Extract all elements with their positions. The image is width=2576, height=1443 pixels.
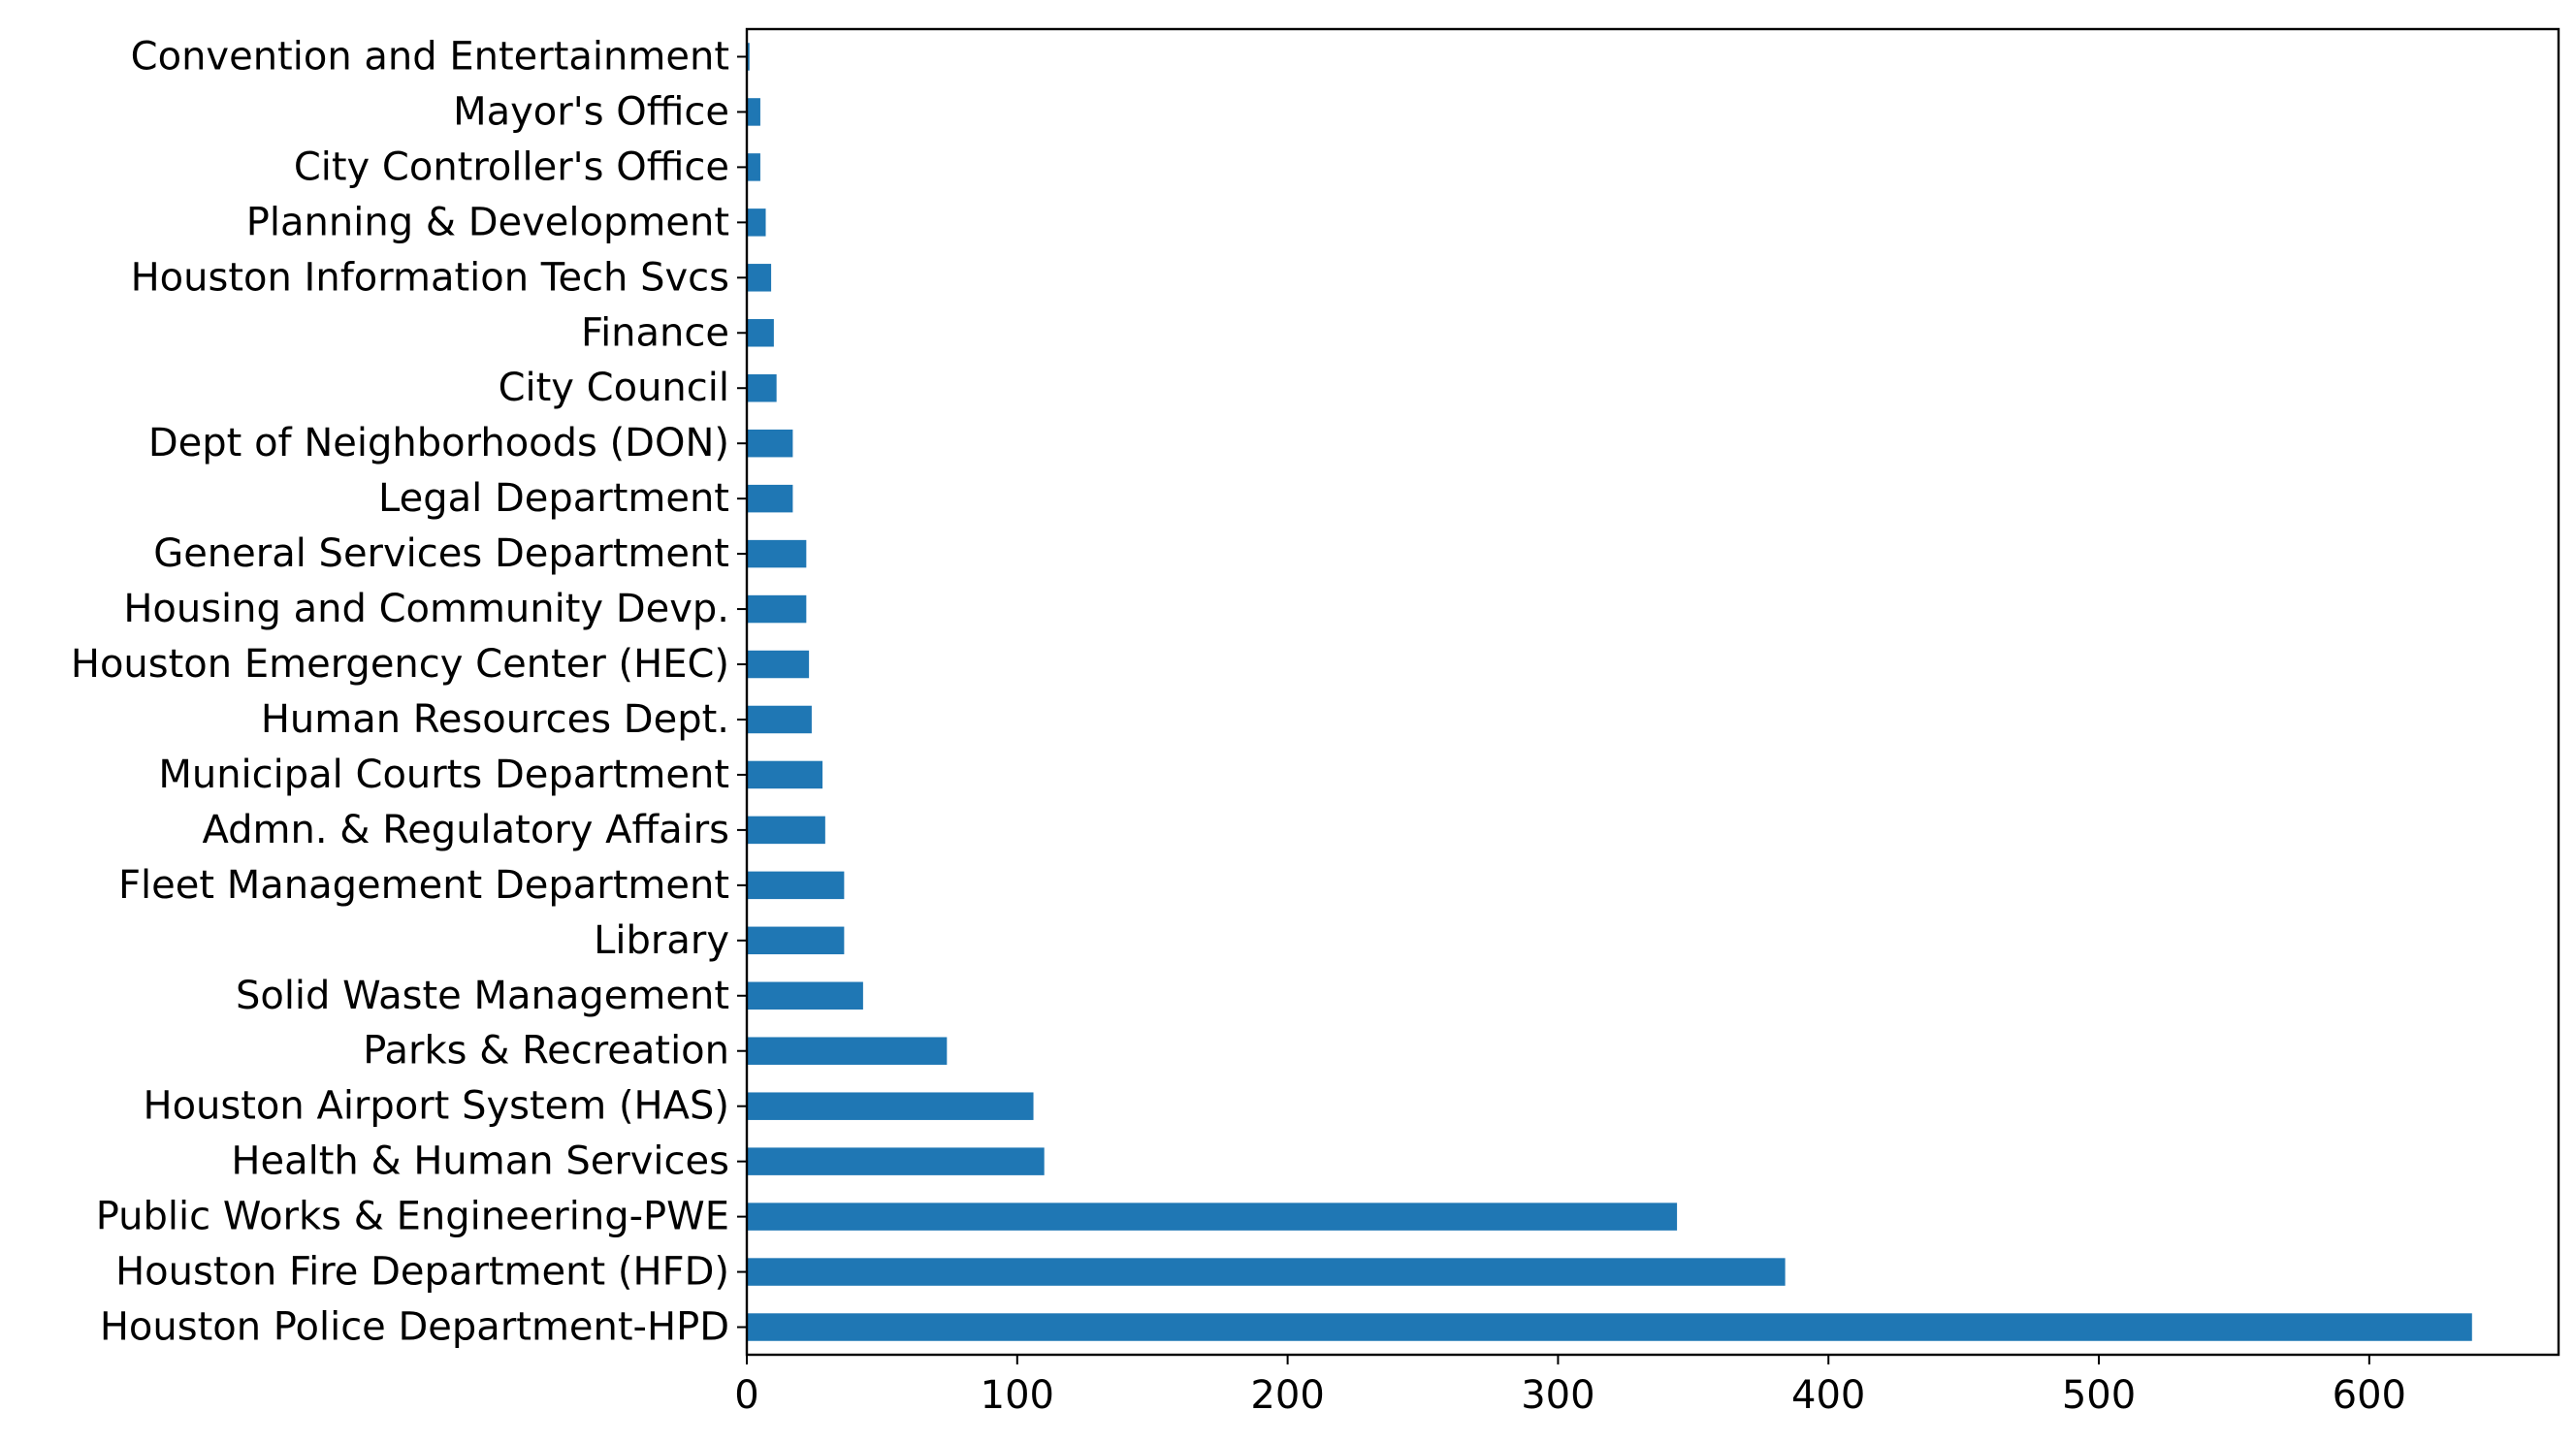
x-tick-label: 0: [734, 1373, 758, 1418]
bar: [747, 871, 845, 900]
x-tick-label: 100: [981, 1373, 1054, 1418]
bar: [747, 650, 810, 679]
y-tick-label: Library: [594, 918, 729, 963]
y-tick-label: Houston Information Tech Svcs: [131, 255, 729, 300]
bar: [747, 816, 825, 845]
bar: [747, 153, 760, 181]
bars-group: [747, 43, 2472, 1341]
y-tick-label: City Controller's Office: [294, 144, 729, 189]
y-tick-label: Solid Waste Management: [236, 974, 729, 1018]
bar: [747, 705, 812, 734]
x-tick-label: 200: [1250, 1373, 1324, 1418]
y-tick-label: Mayor's Office: [453, 89, 729, 134]
y-tick-label: Houston Police Department-HPD: [100, 1305, 729, 1350]
bar: [747, 98, 760, 126]
y-tick-label: Admn. & Regulatory Affairs: [203, 808, 730, 852]
bar: [747, 264, 772, 292]
bar: [747, 1037, 948, 1065]
bar: [747, 1258, 1786, 1286]
bar: [747, 1202, 1678, 1231]
bar: [747, 760, 823, 789]
plot-frame: [745, 27, 2560, 1357]
bar: [747, 594, 807, 624]
y-tick-label: Legal Department: [378, 476, 729, 521]
bar: [747, 981, 863, 1010]
y-tick-label: City Council: [499, 366, 729, 410]
bar: [747, 319, 774, 347]
y-tick-label: Fleet Management Department: [118, 863, 729, 908]
y-tick-label: Dept of Neighborhoods (DON): [148, 421, 729, 465]
x-tick-label: 300: [1521, 1373, 1594, 1418]
x-tick-label: 500: [2062, 1373, 2136, 1418]
y-tick-labels: Houston Police Department-HPD Houston Fir…: [71, 34, 747, 1350]
bar: [747, 373, 777, 402]
y-tick-label: Public Works & Engineering-PWE: [96, 1195, 729, 1239]
bar: [747, 1313, 2472, 1341]
y-tick-label: Finance: [581, 310, 729, 355]
y-tick-label: Parks & Recreation: [363, 1029, 729, 1074]
bar: [747, 926, 845, 955]
y-tick-label: Houston Fire Department (HFD): [115, 1250, 729, 1295]
y-tick-label: Health & Human Services: [231, 1139, 729, 1184]
y-tick-label: Human Resources Dept.: [261, 697, 729, 742]
x-tick-label: 600: [2333, 1373, 2406, 1418]
bar: [747, 539, 807, 568]
y-tick-label: General Services Department: [153, 531, 729, 576]
y-tick-label: Houston Airport System (HAS): [143, 1084, 729, 1129]
y-tick-label: Planning & Development: [246, 200, 729, 244]
y-tick-label: Housing and Community Devp.: [123, 587, 729, 631]
y-tick-label: Municipal Courts Department: [158, 753, 729, 797]
bar: [747, 208, 766, 237]
x-tick-label: 400: [1791, 1373, 1865, 1418]
bar: [747, 484, 793, 513]
bar: [747, 429, 793, 458]
x-ticks: 0 100 200 300 400 500 600: [734, 1355, 2406, 1418]
bar: [747, 1147, 1045, 1175]
bar: [747, 43, 750, 71]
y-tick-label: Convention and Entertainment: [131, 34, 729, 79]
y-tick-label: Houston Emergency Center (HEC): [71, 642, 729, 687]
bar: [747, 1092, 1034, 1120]
